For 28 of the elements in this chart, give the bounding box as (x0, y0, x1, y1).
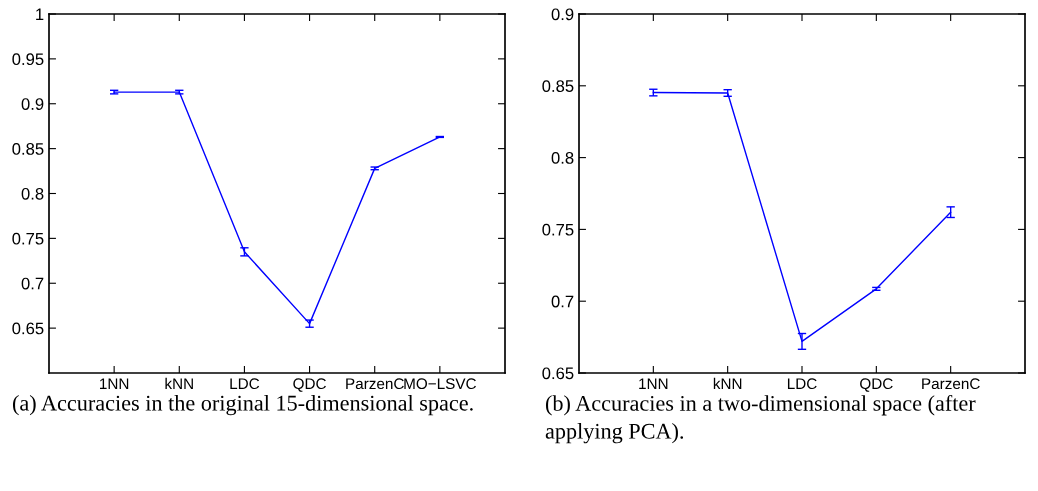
text: (a) Accuracies in the original 15-dimensional space. (12, 395, 473, 416)
y-tick-label: 0.9 (551, 8, 574, 21)
x-tick-label: kNN (713, 377, 742, 389)
y-tick-label: 0.7 (551, 295, 574, 308)
y-tick-label: 0.65 (542, 367, 574, 380)
y-tick-label: 1 (36, 8, 44, 21)
text: (b) Accuracies in a two-dimensional space (after applying PCA). (545, 395, 976, 444)
y-tick-label: 0.8 (551, 152, 574, 164)
x-tick-label: MO−LSVC (404, 378, 476, 390)
y-tick-label: 0.95 (12, 53, 44, 66)
y-tick-label: 0.75 (12, 232, 44, 245)
x-tick-label: ParzenC (922, 378, 980, 390)
y-tick-label: 0.75 (542, 223, 574, 236)
x-tick-label: QDC (860, 378, 893, 392)
x-tick-label: kNN (165, 377, 193, 389)
x-tick-label: LDC (230, 378, 260, 390)
y-tick-label: 0.65 (12, 322, 44, 335)
y-tick-label: 0.85 (542, 80, 574, 92)
x-tick-label: 1NN (100, 378, 129, 389)
x-tick-label: 1NN (639, 378, 668, 389)
y-tick-label: 0.85 (12, 143, 44, 155)
y-tick-label: 0.9 (21, 98, 44, 110)
x-tick-label: ParzenC (346, 378, 404, 390)
line-series (113, 91, 441, 325)
y-tick-label: 0.8 (21, 187, 44, 200)
x-tick-label: QDC (293, 378, 326, 392)
y-tick-label: 0.7 (21, 277, 44, 290)
x-tick-label: LDC (787, 378, 817, 390)
